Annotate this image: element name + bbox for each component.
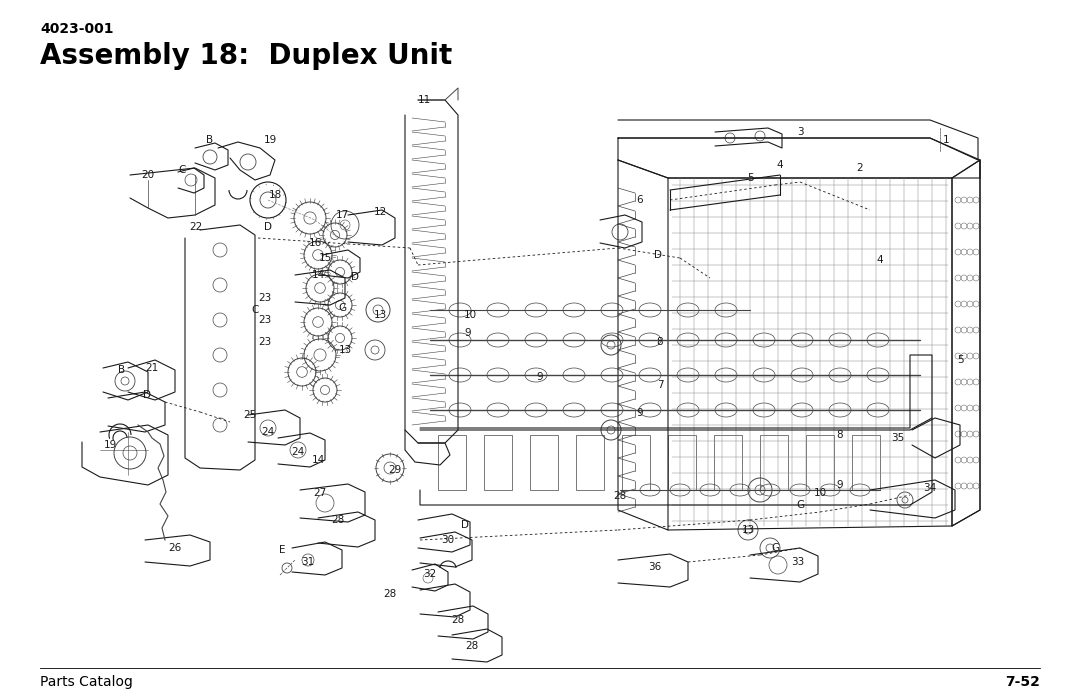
- Text: 7: 7: [657, 380, 663, 390]
- Text: G: G: [796, 500, 805, 510]
- Text: 2: 2: [856, 163, 863, 173]
- Text: 15: 15: [319, 253, 332, 263]
- Text: 28: 28: [383, 589, 396, 599]
- Text: 27: 27: [313, 488, 326, 498]
- Text: 32: 32: [423, 569, 436, 579]
- Text: 13: 13: [374, 310, 387, 320]
- Text: 19: 19: [264, 135, 276, 145]
- Text: 35: 35: [891, 433, 905, 443]
- Text: 26: 26: [168, 543, 181, 553]
- Text: 14: 14: [311, 270, 325, 280]
- Text: G: G: [771, 543, 779, 553]
- Text: B: B: [119, 365, 125, 375]
- Text: 4023-001: 4023-001: [40, 22, 113, 36]
- Text: 3: 3: [797, 127, 804, 137]
- Text: D: D: [351, 272, 359, 282]
- Text: 10: 10: [463, 310, 476, 320]
- Text: 17: 17: [336, 210, 349, 220]
- Text: 29: 29: [389, 465, 402, 475]
- Text: 16: 16: [309, 238, 322, 248]
- Text: C: C: [178, 165, 186, 175]
- Text: D: D: [143, 390, 151, 400]
- Text: 21: 21: [146, 363, 159, 373]
- Text: 28: 28: [451, 615, 464, 625]
- Text: 1: 1: [943, 135, 949, 145]
- Text: 30: 30: [442, 535, 455, 545]
- Text: G: G: [338, 303, 346, 313]
- Text: 23: 23: [258, 315, 272, 325]
- Text: 9: 9: [464, 328, 471, 338]
- Text: 23: 23: [258, 293, 272, 303]
- Text: 25: 25: [243, 410, 257, 420]
- Text: 34: 34: [923, 483, 936, 493]
- Text: C: C: [252, 305, 259, 315]
- Text: 31: 31: [301, 557, 314, 567]
- Text: 18: 18: [268, 190, 282, 200]
- Text: 22: 22: [189, 222, 203, 232]
- Text: D: D: [654, 250, 662, 260]
- Text: 8: 8: [837, 430, 843, 440]
- Text: 19: 19: [104, 440, 117, 450]
- Text: 5: 5: [746, 173, 754, 183]
- Text: 28: 28: [332, 515, 345, 525]
- Text: 5: 5: [957, 355, 963, 365]
- Text: 28: 28: [613, 491, 626, 501]
- Text: 14: 14: [311, 455, 325, 465]
- Text: E: E: [279, 545, 285, 555]
- Text: 28: 28: [465, 641, 478, 651]
- Text: 9: 9: [837, 480, 843, 490]
- Text: 4: 4: [877, 255, 883, 265]
- Text: 20: 20: [141, 170, 154, 180]
- Text: B: B: [206, 135, 214, 145]
- Text: 10: 10: [813, 488, 826, 498]
- Text: 24: 24: [292, 447, 305, 457]
- Text: 11: 11: [417, 95, 431, 105]
- Text: 12: 12: [374, 207, 387, 217]
- Text: 24: 24: [261, 427, 274, 437]
- Text: 23: 23: [258, 337, 272, 347]
- Text: Assembly 18:  Duplex Unit: Assembly 18: Duplex Unit: [40, 42, 453, 70]
- Text: 33: 33: [792, 557, 805, 567]
- Text: 13: 13: [741, 525, 755, 535]
- Text: D: D: [264, 222, 272, 232]
- Text: Parts Catalog: Parts Catalog: [40, 675, 133, 689]
- Text: 9: 9: [637, 408, 644, 418]
- Text: 36: 36: [648, 562, 662, 572]
- Text: D: D: [461, 520, 469, 530]
- Text: 7-52: 7-52: [1005, 675, 1040, 689]
- Text: 8: 8: [657, 337, 663, 347]
- Text: 4: 4: [777, 160, 783, 170]
- Text: 9: 9: [537, 372, 543, 382]
- Text: 13: 13: [338, 345, 352, 355]
- Text: 6: 6: [637, 195, 644, 205]
